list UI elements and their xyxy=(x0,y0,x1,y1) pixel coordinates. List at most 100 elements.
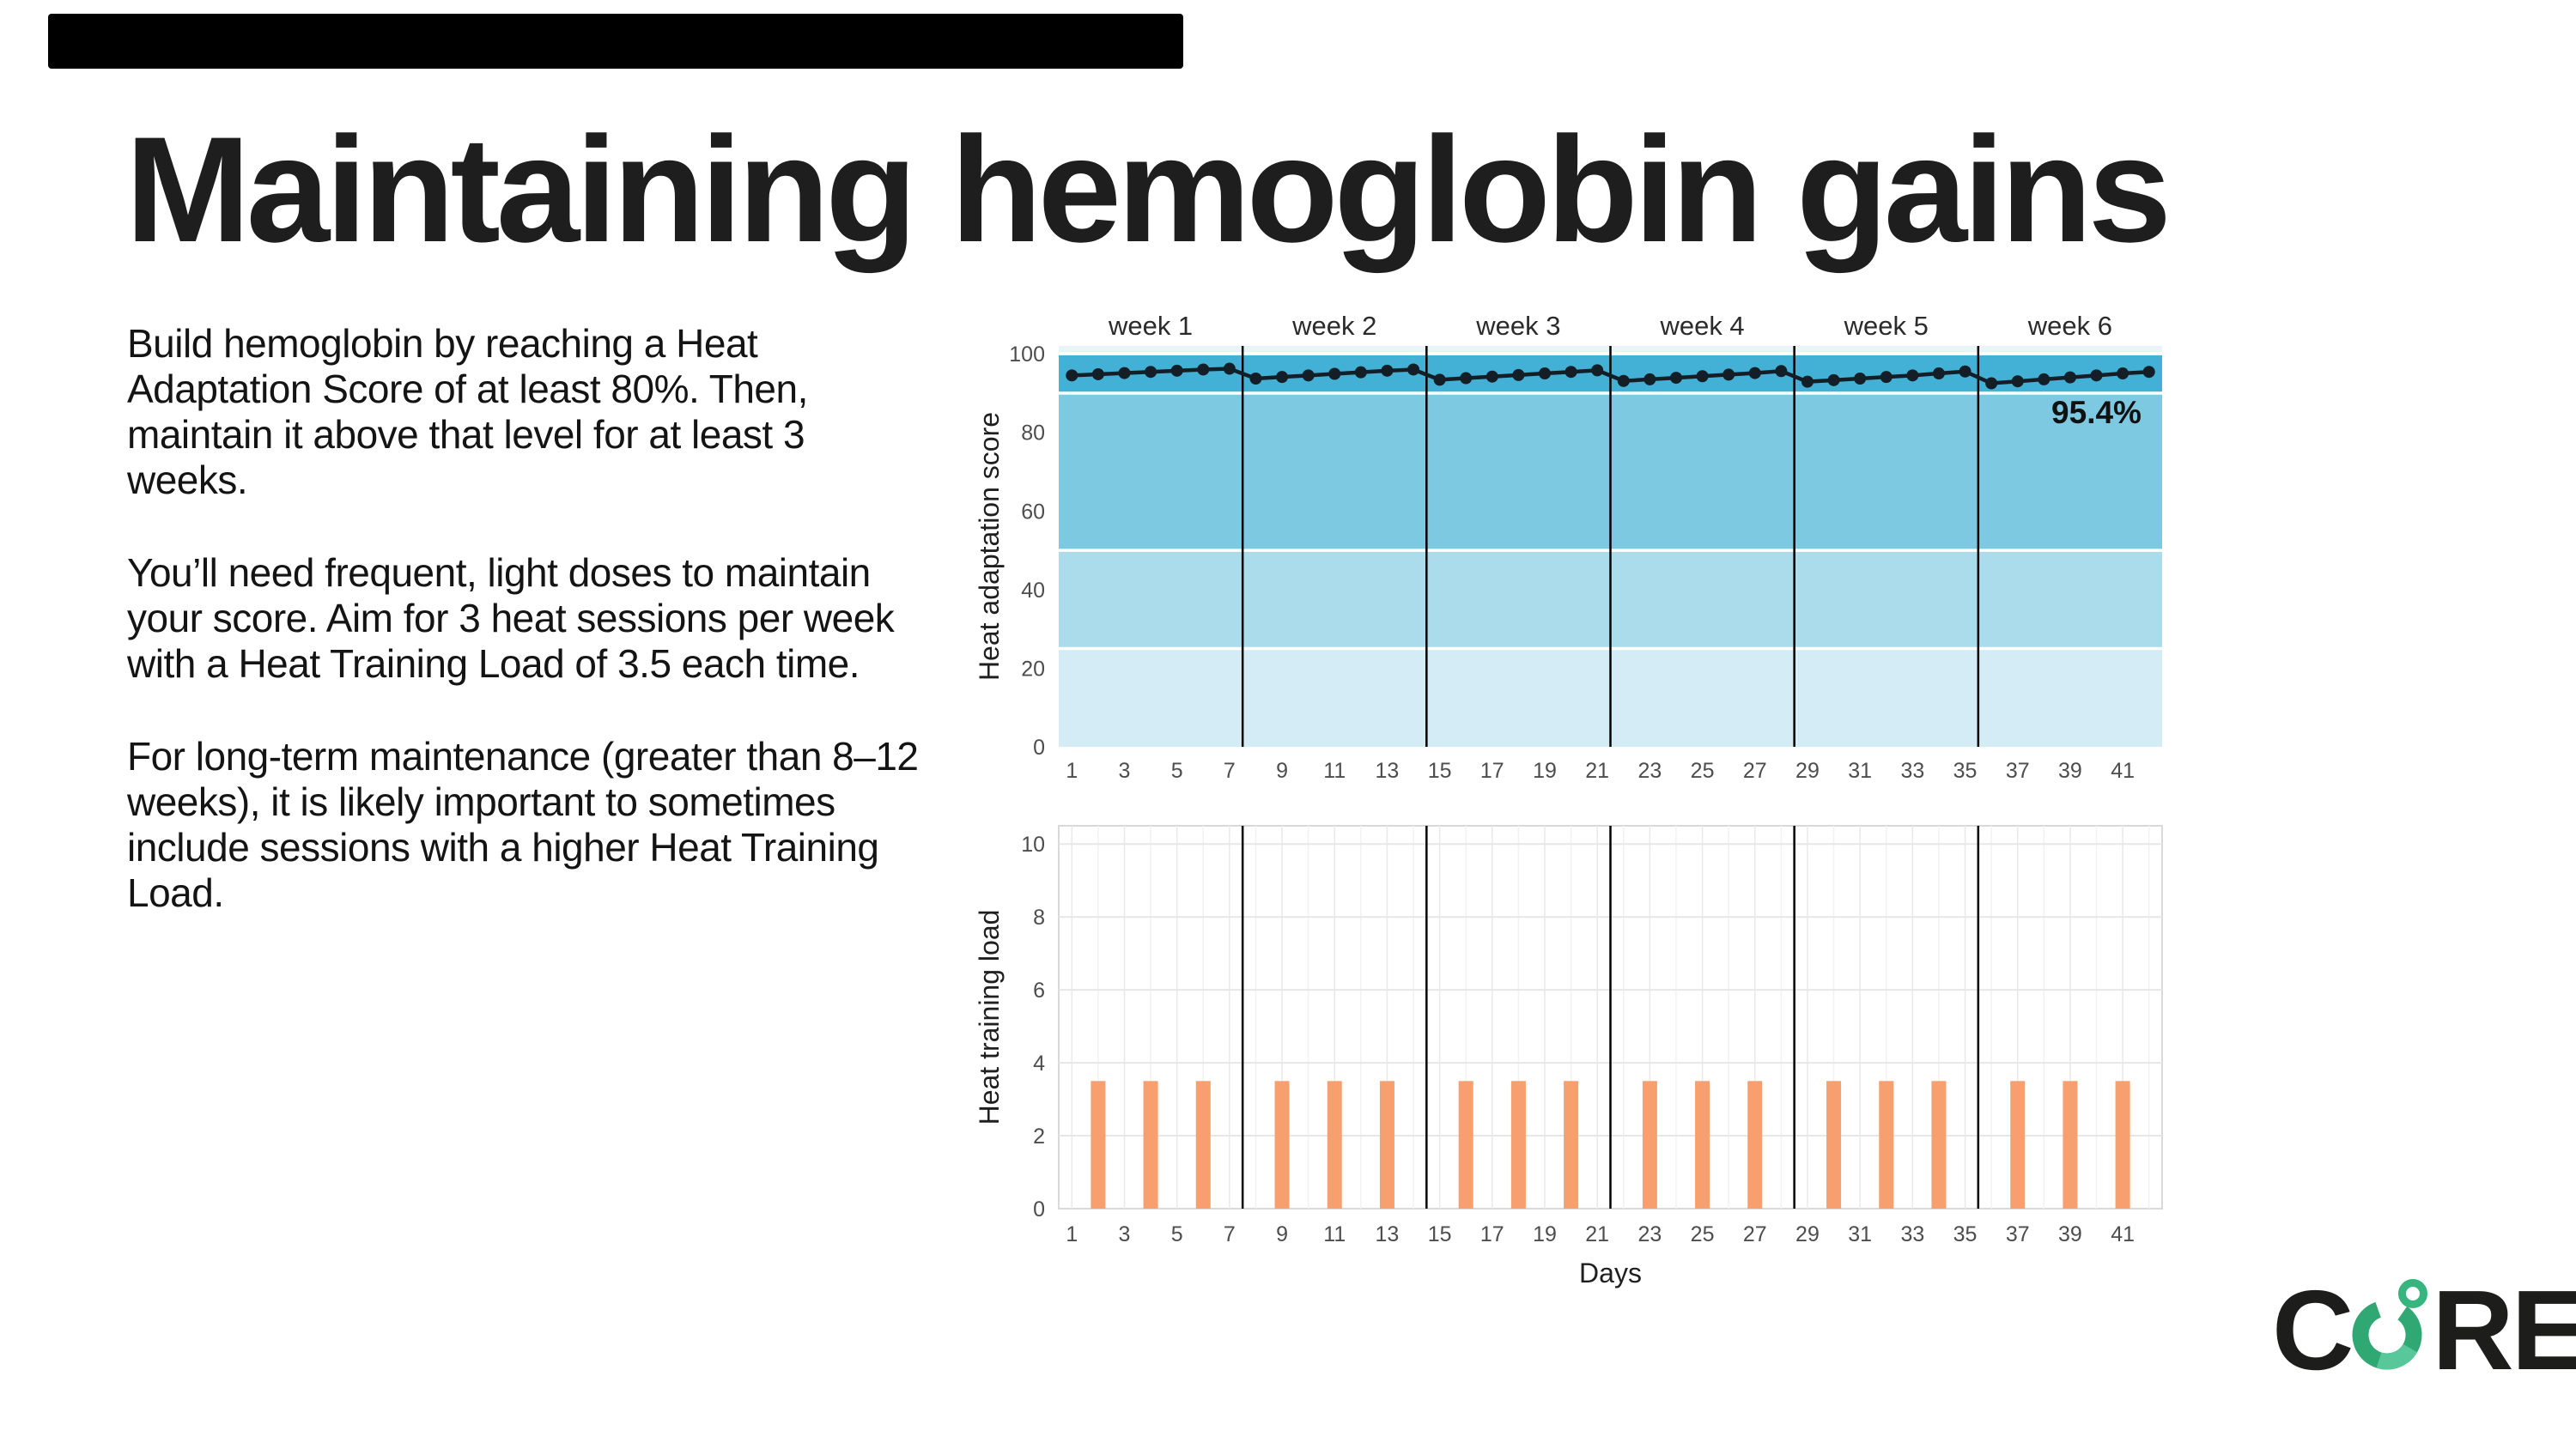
x-tick-label: 1 xyxy=(1066,759,1078,783)
x-tick-label: 33 xyxy=(1900,759,1924,783)
x-tick-label: 17 xyxy=(1480,1222,1504,1246)
x-axis-title: Days xyxy=(1579,1258,1642,1288)
x-tick-label: 33 xyxy=(1900,1222,1924,1246)
final-score-annotation: 95.4% xyxy=(2051,395,2142,430)
paragraph-2: You’ll need frequent, light doses to mai… xyxy=(127,550,895,686)
heat-adaptation-score-chart: 95.4% week 1 week 2 week 3 week 4 week 5 week … xyxy=(974,311,2162,783)
x-tick-label: 3 xyxy=(1119,1222,1131,1246)
data-point xyxy=(1643,373,1656,385)
x-tick-label: 31 xyxy=(1848,1222,1872,1246)
x-tick-label: 39 xyxy=(2058,759,2082,783)
data-point xyxy=(1197,363,1210,376)
data-point xyxy=(1854,373,1867,385)
x-tick-label: 13 xyxy=(1376,759,1400,783)
data-point xyxy=(1985,377,1998,390)
y-tick-label: 8 xyxy=(1033,906,1045,930)
training-load-bar xyxy=(1747,1081,1763,1209)
training-load-bar xyxy=(2115,1081,2130,1209)
data-point xyxy=(1748,367,1761,379)
y-axis-title: Heat training load xyxy=(974,910,1005,1125)
x-tick-label: 29 xyxy=(1795,759,1820,783)
data-point xyxy=(1617,374,1630,387)
x-tick-label: 9 xyxy=(1276,759,1288,783)
data-point xyxy=(1170,364,1183,377)
data-point xyxy=(1564,366,1577,379)
data-point xyxy=(1880,371,1893,384)
data-point xyxy=(1118,367,1131,379)
x-tick-label: 17 xyxy=(1480,759,1504,783)
training-load-bar xyxy=(1195,1081,1211,1209)
x-tick-label: 41 xyxy=(2111,1222,2135,1246)
x-tick-label: 5 xyxy=(1171,1222,1183,1246)
training-load-bar xyxy=(1379,1081,1394,1209)
data-point xyxy=(1722,368,1735,381)
x-tick-label: 23 xyxy=(1637,1222,1662,1246)
x-tick-label: 27 xyxy=(1743,1222,1767,1246)
data-point xyxy=(1223,362,1236,375)
paragraph-3: For long-term maintenance (greater than … xyxy=(127,734,919,915)
data-point xyxy=(1145,366,1157,379)
y-tick-label: 80 xyxy=(1021,421,1045,446)
data-point xyxy=(1381,364,1394,377)
x-tick-label: 1 xyxy=(1066,1222,1078,1246)
x-tick-label: 37 xyxy=(2006,759,2030,783)
training-load-bar xyxy=(1826,1081,1842,1209)
data-point xyxy=(1932,367,1945,380)
data-point xyxy=(2063,371,2076,384)
data-point xyxy=(1328,367,1341,380)
y-tick-label: 60 xyxy=(1021,500,1045,524)
y-tick-label: 0 xyxy=(1033,736,1045,760)
data-point xyxy=(2011,375,2024,388)
training-load-bar xyxy=(1695,1081,1710,1209)
x-tick-label: 15 xyxy=(1428,759,1452,783)
data-point xyxy=(1485,370,1498,383)
training-load-bar xyxy=(1510,1081,1526,1209)
training-load-bar xyxy=(1091,1081,1106,1209)
week-label: week 4 xyxy=(1659,311,1744,341)
data-point xyxy=(2038,373,2050,385)
training-load-bar xyxy=(1327,1081,1342,1209)
y-tick-label: 2 xyxy=(1033,1125,1045,1149)
data-point xyxy=(1512,368,1525,381)
x-tick-label: 9 xyxy=(1276,1222,1288,1246)
x-tick-label: 31 xyxy=(1848,759,1872,783)
page-title: Maintaining hemoglobin gains xyxy=(125,106,2172,274)
data-point xyxy=(1591,364,1604,377)
logo-o-ring-icon xyxy=(2352,1279,2428,1370)
x-tick-label: 3 xyxy=(1119,759,1131,783)
x-tick-label: 29 xyxy=(1795,1222,1820,1246)
data-point xyxy=(1276,371,1289,384)
data-point xyxy=(2117,367,2129,380)
logo-letters-re: RE xyxy=(2432,1267,2576,1393)
x-tick-label: 15 xyxy=(1428,1222,1452,1246)
data-point xyxy=(2142,366,2155,379)
data-point xyxy=(1827,373,1840,386)
x-tick-label: 7 xyxy=(1224,1222,1236,1246)
data-point xyxy=(1539,367,1552,380)
training-load-bar xyxy=(1274,1081,1290,1209)
body-text: Build hemoglobin by reaching a Heat Adap… xyxy=(127,321,934,963)
x-tick-label: 25 xyxy=(1691,1222,1715,1246)
paragraph-1: Build hemoglobin by reaching a Heat Adap… xyxy=(127,321,808,502)
x-tick-label: 35 xyxy=(1953,1222,1978,1246)
x-tick-label: 37 xyxy=(2006,1222,2030,1246)
training-load-bar xyxy=(1931,1081,1947,1209)
x-tick-label: 5 xyxy=(1171,759,1183,783)
training-load-bar xyxy=(2063,1081,2078,1209)
x-tick-label: 25 xyxy=(1691,759,1715,783)
x-tick-label: 13 xyxy=(1376,1222,1400,1246)
x-tick-label: 19 xyxy=(1533,759,1557,783)
y-tick-label: 20 xyxy=(1021,657,1045,681)
data-point xyxy=(1696,370,1709,383)
y-tick-label: 6 xyxy=(1033,979,1045,1003)
training-load-bar xyxy=(1458,1081,1473,1209)
y-tick-label: 4 xyxy=(1033,1052,1045,1076)
data-point xyxy=(1959,365,1971,378)
x-tick-label: 11 xyxy=(1323,1222,1346,1246)
y-tick-label: 40 xyxy=(1021,579,1045,603)
x-tick-label: 27 xyxy=(1743,759,1767,783)
y-tick-label: 0 xyxy=(1033,1197,1045,1222)
x-tick-label: 11 xyxy=(1323,759,1346,783)
x-tick-label: 23 xyxy=(1637,759,1662,783)
data-point xyxy=(1407,363,1420,376)
